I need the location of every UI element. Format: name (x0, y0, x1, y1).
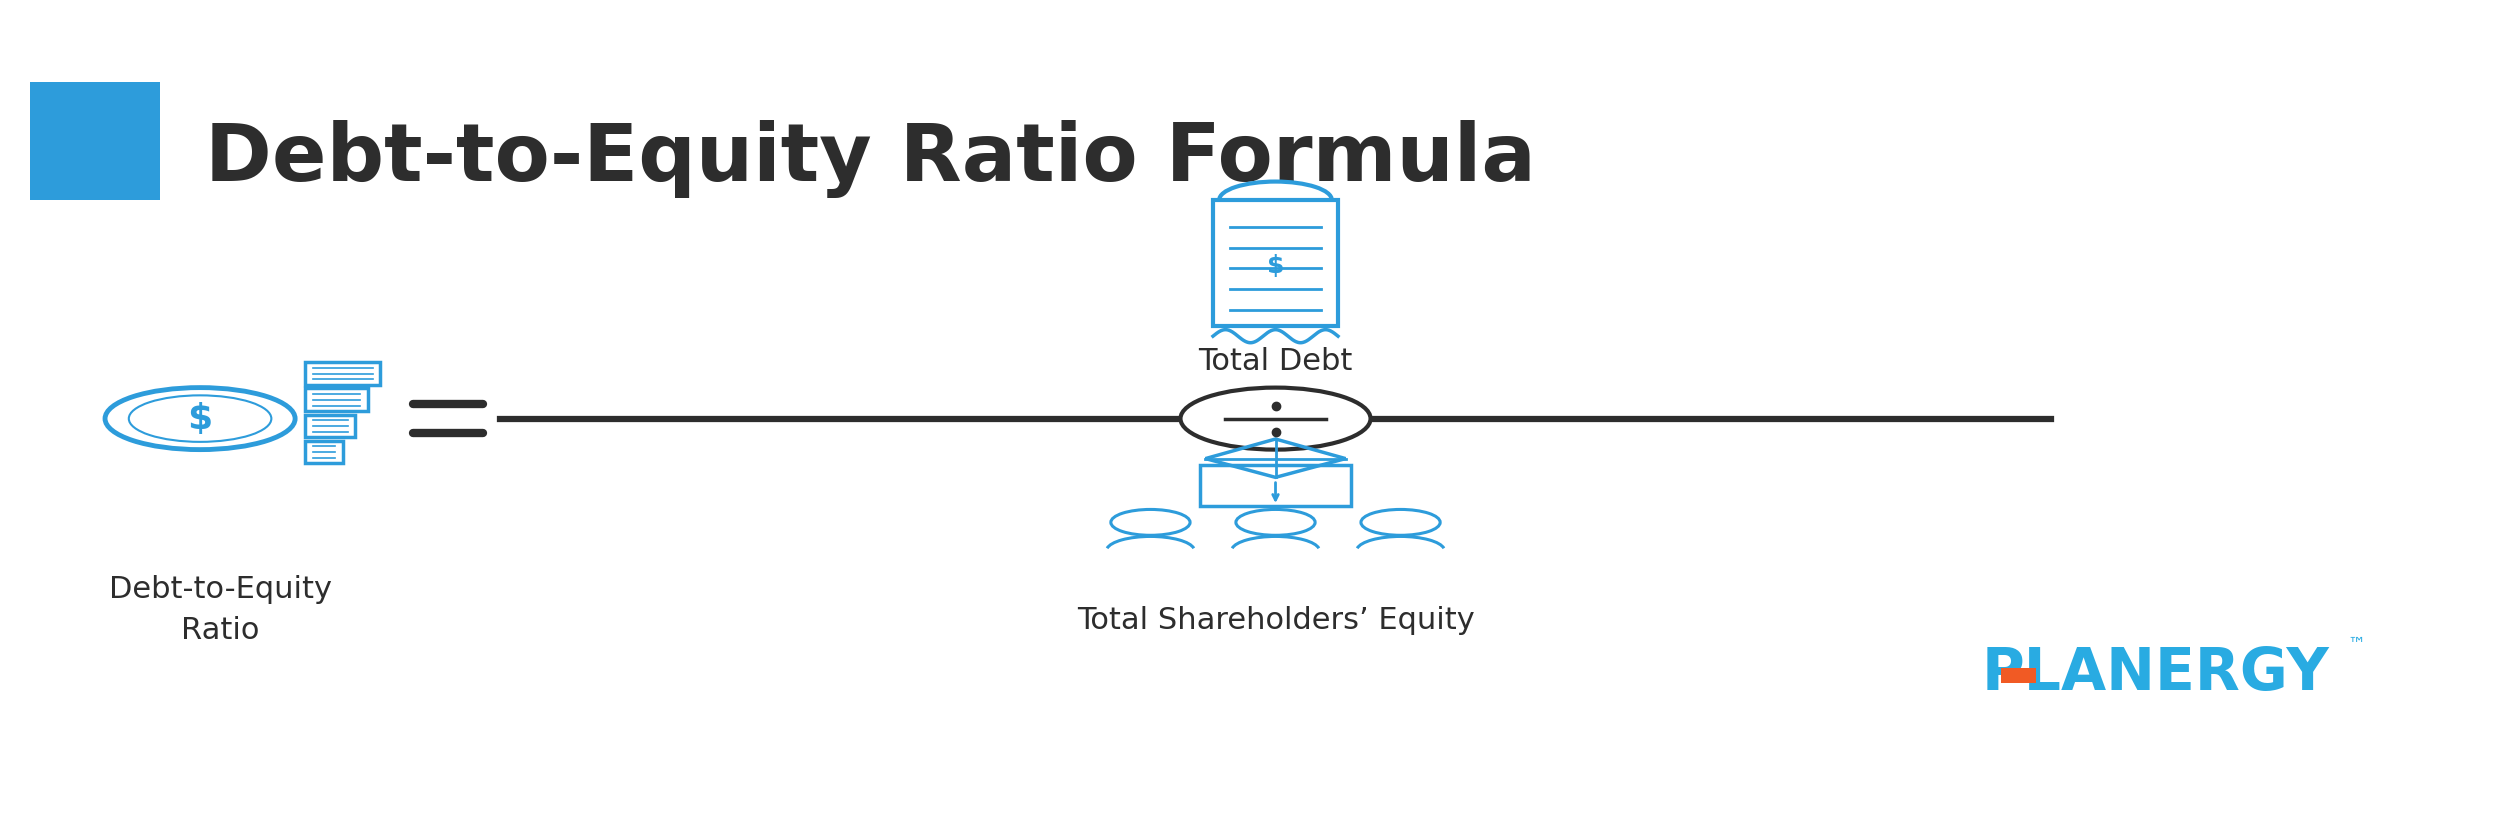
Text: ™: ™ (2346, 636, 2366, 654)
Circle shape (1180, 388, 1371, 450)
Text: Total Debt: Total Debt (1198, 347, 1353, 376)
FancyBboxPatch shape (2001, 668, 2036, 683)
Text: Debt-to-Equity Ratio Formula: Debt-to-Equity Ratio Formula (205, 120, 1536, 198)
Text: Debt-to-Equity
Ratio: Debt-to-Equity Ratio (108, 575, 333, 645)
Text: Total Shareholders’ Equity: Total Shareholders’ Equity (1075, 606, 1476, 636)
Text: $: $ (1268, 254, 1283, 277)
FancyBboxPatch shape (30, 82, 160, 200)
Text: $: $ (188, 401, 213, 436)
Text: PLANERGY: PLANERGY (1981, 645, 2331, 702)
